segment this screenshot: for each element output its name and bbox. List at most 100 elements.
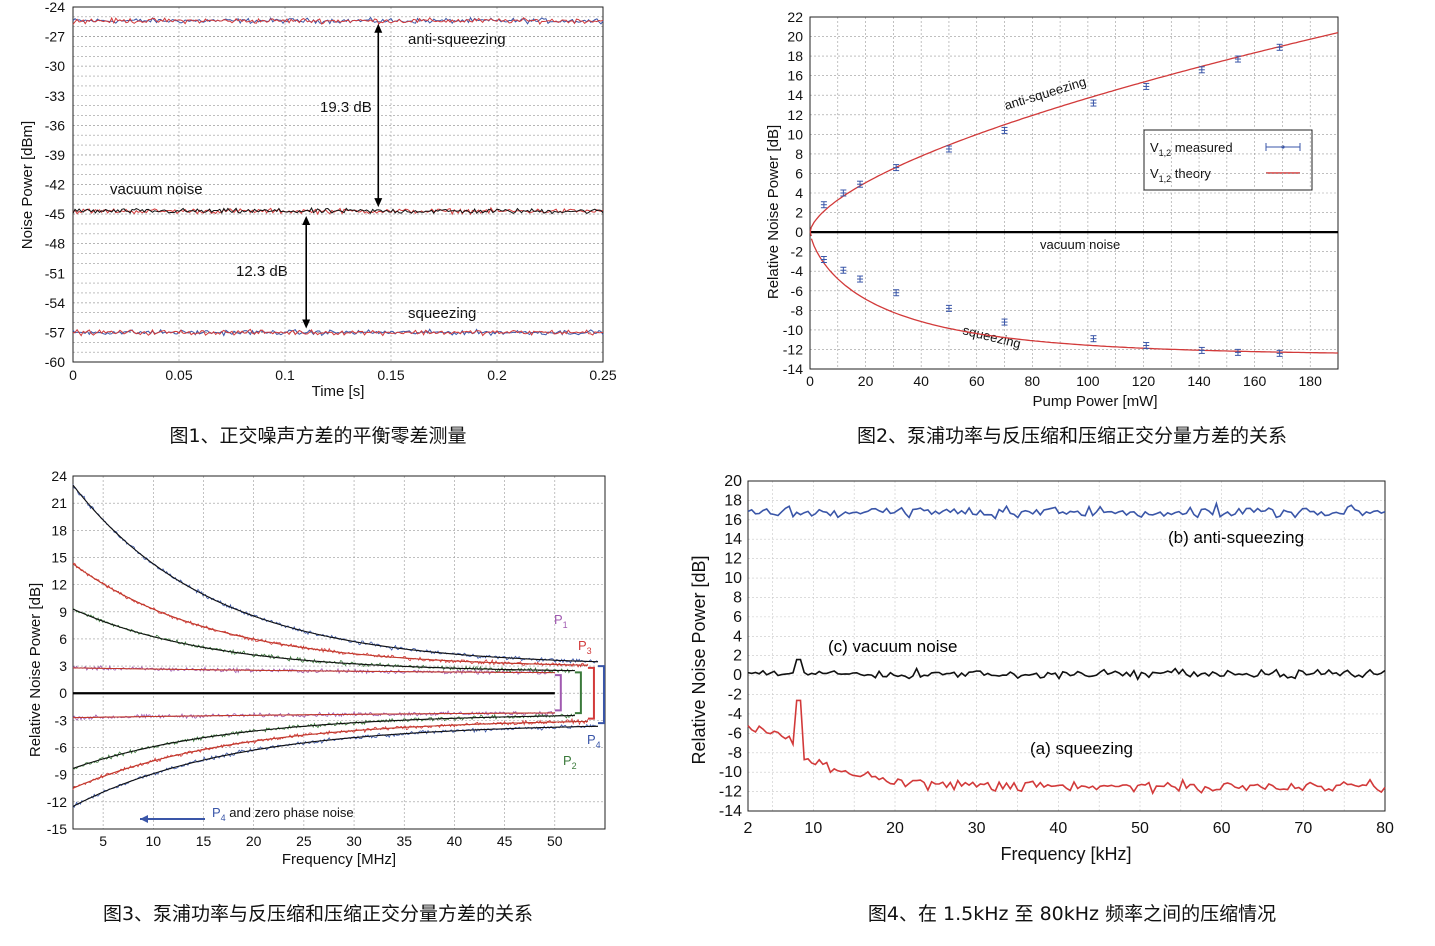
fig3-xlabel: Frequency [MHz] bbox=[282, 851, 396, 868]
y-tick-label: -6 bbox=[791, 283, 804, 299]
trace-anti-squeezing bbox=[72, 16, 604, 25]
y-tick-label: -9 bbox=[55, 767, 68, 783]
fig3-bracket-P1 bbox=[554, 674, 562, 712]
fig3-fit-anti-P4 bbox=[72, 484, 599, 663]
y-tick-label: -27 bbox=[45, 29, 65, 45]
fig2-point bbox=[1143, 82, 1150, 90]
fig1-squeezing-label: squeezing bbox=[408, 305, 476, 322]
fig2-point bbox=[1276, 349, 1283, 357]
y-tick-label: -2 bbox=[791, 244, 804, 260]
fig3-ylabel: Relative Noise Power [dB] bbox=[27, 583, 44, 757]
fig3-trace-sq-P1 bbox=[72, 710, 556, 721]
fig3-label-P4: P4 bbox=[587, 732, 601, 750]
fig2-theory-anti bbox=[810, 31, 1339, 228]
fig2-legend: V1,2 measured V1,2 theory bbox=[1143, 129, 1313, 191]
y-tick-label: -3 bbox=[55, 712, 68, 728]
fig1-vacuum-label: vacuum noise bbox=[110, 181, 203, 198]
fig2-point bbox=[945, 304, 952, 312]
fig2-point bbox=[1234, 348, 1241, 356]
y-tick-label: 14 bbox=[787, 87, 803, 103]
fig1-anti-label: anti-squeezing bbox=[408, 31, 506, 48]
y-tick-label: 12 bbox=[787, 107, 803, 123]
x-tick-label: 0.15 bbox=[377, 367, 404, 383]
x-tick-label: 50 bbox=[1131, 820, 1149, 837]
fig2-point bbox=[1090, 99, 1097, 107]
x-tick-label: 40 bbox=[1049, 820, 1067, 837]
y-tick-label: 20 bbox=[787, 29, 803, 45]
x-tick-label: 40 bbox=[447, 833, 463, 849]
y-tick-label: 14 bbox=[724, 531, 742, 548]
y-tick-label: 12 bbox=[724, 551, 742, 568]
fig3-trace-anti-P4 bbox=[72, 484, 599, 664]
fig3-fit-sq-P3 bbox=[72, 720, 588, 789]
x-tick-label: 160 bbox=[1243, 373, 1267, 389]
y-tick-label: 16 bbox=[787, 68, 803, 84]
y-tick-label: -45 bbox=[45, 206, 65, 222]
legend-measured: V1,2 measured bbox=[1150, 140, 1233, 158]
fig3-fit-sq-P1 bbox=[72, 712, 555, 719]
plot-frame bbox=[747, 480, 1386, 812]
y-tick-label: -30 bbox=[45, 58, 65, 74]
fig2-theory-sq bbox=[810, 238, 1338, 354]
fig1-gap2-label: 12.3 dB bbox=[236, 263, 288, 280]
fig1-arrow-antisqueezing-head-bottom bbox=[374, 198, 383, 208]
fig2-point bbox=[857, 180, 864, 188]
chart-fig1: Noise Power [dBm] Time [s] anti-squeezin… bbox=[19, 0, 617, 400]
fig3-trace-sq-P2 bbox=[72, 713, 575, 770]
x-tick-label: 140 bbox=[1187, 373, 1211, 389]
x-tick-label: 20 bbox=[886, 820, 904, 837]
fig2-point bbox=[857, 275, 864, 283]
y-tick-label: 18 bbox=[724, 492, 742, 509]
x-tick-label: 50 bbox=[547, 833, 563, 849]
y-tick-label: -2 bbox=[728, 687, 742, 704]
chart-fig3: Relative Noise Power [dB] Frequency [MHz… bbox=[27, 468, 606, 868]
x-tick-label: 180 bbox=[1299, 373, 1323, 389]
y-tick-label: -54 bbox=[45, 295, 65, 311]
y-tick-label: 10 bbox=[787, 126, 803, 142]
x-tick-label: 30 bbox=[346, 833, 362, 849]
fig3-p4-arrowhead bbox=[140, 815, 148, 824]
y-tick-label: -48 bbox=[45, 236, 65, 252]
fig4-trace-vacuum bbox=[747, 658, 1386, 681]
x-tick-label: 35 bbox=[396, 833, 412, 849]
y-tick-label: 2 bbox=[795, 205, 803, 221]
caption-fig1: 图1、正交噪声方差的平衡零差测量 bbox=[169, 425, 466, 447]
fig3-fit-anti-P1 bbox=[72, 667, 555, 674]
fig2-anti-label: anti-squeezing bbox=[1002, 74, 1087, 113]
fig2-point bbox=[1001, 318, 1008, 326]
fig2-point bbox=[1090, 335, 1097, 343]
y-tick-label: -8 bbox=[791, 302, 804, 318]
y-tick-label: -8 bbox=[728, 745, 742, 762]
y-tick-label: 12 bbox=[51, 577, 67, 593]
x-tick-label: 0.2 bbox=[487, 367, 507, 383]
y-tick-label: 18 bbox=[787, 48, 803, 64]
fig1-arrow-squeezing-head-bottom bbox=[302, 319, 311, 329]
y-tick-label: 16 bbox=[724, 512, 742, 529]
y-tick-label: 10 bbox=[724, 570, 742, 587]
plot-frame bbox=[809, 16, 1339, 370]
fig2-point bbox=[1234, 55, 1241, 63]
fig3-label-P3: P3 bbox=[578, 638, 592, 656]
fig1-xlabel: Time [s] bbox=[312, 383, 365, 400]
fig2-point bbox=[820, 201, 827, 209]
fig2-ylabel: Relative Noise Power [dB] bbox=[765, 125, 782, 299]
x-tick-label: 20 bbox=[858, 373, 874, 389]
x-tick-label: 80 bbox=[1376, 820, 1394, 837]
y-tick-label: -10 bbox=[719, 764, 742, 781]
fig2-squeezing-label: squeezing bbox=[961, 322, 1022, 351]
y-tick-label: 8 bbox=[733, 589, 742, 606]
x-tick-label: 20 bbox=[246, 833, 262, 849]
y-tick-label: 2 bbox=[733, 648, 742, 665]
y-tick-label: -12 bbox=[719, 784, 742, 801]
x-tick-label: 0.25 bbox=[589, 367, 616, 383]
y-tick-label: -60 bbox=[45, 354, 65, 370]
y-tick-label: -33 bbox=[45, 88, 65, 104]
x-tick-label: 0 bbox=[69, 367, 77, 383]
x-tick-label: 100 bbox=[1076, 373, 1100, 389]
y-tick-label: 21 bbox=[51, 495, 67, 511]
fig4-anti-label: (b) anti-squeezing bbox=[1168, 528, 1304, 547]
y-tick-label: -15 bbox=[47, 821, 67, 837]
fig1-arrow-antisqueezing-head-top bbox=[374, 23, 383, 33]
y-tick-label: 24 bbox=[51, 468, 67, 484]
